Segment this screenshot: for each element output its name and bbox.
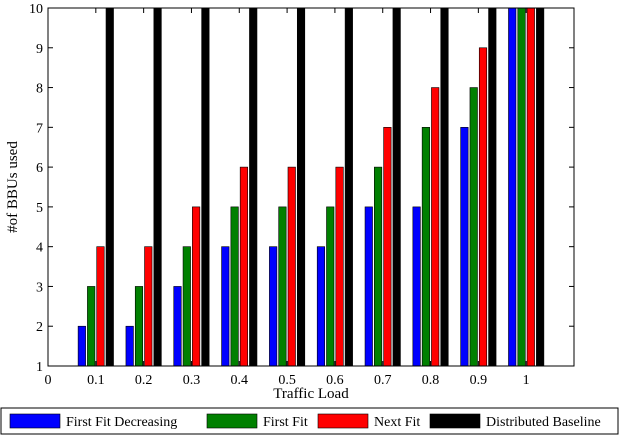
legend-swatch-first-fit	[206, 413, 258, 429]
legend-label-distributed-baseline: Distributed Baseline	[486, 415, 601, 430]
bar-next-fit-0.6	[335, 166, 344, 367]
y-tick-label: 4	[36, 241, 43, 256]
bar-next-fit-0.3	[192, 206, 201, 367]
bar-next-fit-0.1	[96, 246, 105, 367]
x-tick-label: 0.6	[326, 373, 344, 388]
axes-group: 0 0.1 0.2 0.3 0.4 0.5 0.6 0.7 0.8 0.9 1 1 2 3 4 5 6 7 8 9 10	[29, 2, 574, 388]
bar-first-fit-decreasing-0.1	[77, 325, 86, 367]
x-tick-label: 0.7	[374, 373, 392, 388]
plot-frame	[47, 7, 575, 367]
bar-distributed-baseline-1	[536, 7, 545, 367]
bar-first-fit-0.8	[421, 127, 430, 367]
x-tick-label: 0.9	[470, 373, 488, 388]
bar-next-fit-1	[526, 7, 535, 367]
x-tick-label: 0.3	[183, 373, 201, 388]
bar-next-fit-0.2	[144, 246, 153, 367]
legend-swatch-next-fit	[317, 413, 369, 429]
bar-first-fit-decreasing-0.9	[460, 127, 469, 367]
x-tick-label: 0.4	[231, 373, 249, 388]
y-tick-label: 3	[36, 280, 43, 295]
legend: First Fit Decreasing First Fit Next Fit Dis…	[0, 407, 619, 435]
bar-distributed-baseline-0.6	[344, 7, 353, 367]
y-tick-label: 9	[36, 42, 43, 57]
bar-first-fit-1	[517, 7, 526, 367]
bar-first-fit-0.1	[87, 286, 96, 367]
x-tick-label: 0.1	[87, 373, 105, 388]
bar-distributed-baseline-0.5	[296, 7, 306, 367]
bar-first-fit-0.6	[326, 206, 335, 367]
bar-first-fit-0.3	[182, 246, 191, 367]
bar-distributed-baseline-0.9	[488, 7, 497, 367]
bar-distributed-baseline-0.3	[201, 7, 210, 367]
bar-next-fit-0.8	[431, 87, 440, 367]
bar-first-fit-decreasing-0.2	[125, 325, 134, 367]
x-tick-label: 1	[523, 373, 530, 388]
bar-distributed-baseline-0.1	[105, 7, 114, 367]
bar-first-fit-decreasing-0.6	[316, 246, 326, 367]
x-tick-label: 0.5	[278, 373, 296, 388]
legend-label-next-fit: Next Fit	[374, 415, 420, 430]
bar-first-fit-0.7	[374, 166, 383, 367]
bars-group	[77, 7, 545, 367]
legend-label-first-fit: First Fit	[263, 415, 308, 430]
x-tick-label: 0.8	[422, 373, 440, 388]
bar-first-fit-decreasing-1	[508, 7, 517, 367]
legend-swatch-first-fit-decreasing	[9, 413, 61, 429]
y-tick-label: 2	[36, 320, 43, 335]
y-axis-label: #of BBUs used	[5, 141, 21, 233]
bar-next-fit-0.7	[383, 127, 392, 367]
bar-first-fit-0.2	[134, 286, 144, 367]
y-tick-label: 8	[36, 82, 43, 97]
y-tick-label: 7	[36, 121, 43, 136]
bar-distributed-baseline-0.8	[440, 7, 449, 367]
bar-next-fit-0.5	[287, 166, 296, 367]
y-tick-label: 6	[36, 161, 43, 176]
bar-first-fit-decreasing-0.4	[221, 246, 230, 367]
legend-swatch-distributed-baseline	[429, 413, 481, 429]
bar-distributed-baseline-0.7	[392, 7, 401, 367]
bar-next-fit-0.4	[239, 166, 248, 367]
bar-first-fit-decreasing-0.5	[269, 246, 278, 367]
y-tick-label: 10	[29, 2, 43, 17]
bar-first-fit-decreasing-0.8	[412, 206, 421, 367]
x-tick-label: 0	[45, 373, 52, 388]
bar-distributed-baseline-0.2	[153, 7, 162, 367]
bar-first-fit-0.5	[278, 206, 287, 367]
x-axis-label: Traffic Load	[273, 386, 349, 402]
bar-distributed-baseline-0.4	[249, 7, 258, 367]
bar-first-fit-0.9	[469, 87, 478, 367]
legend-box	[0, 407, 619, 435]
y-tick-label: 5	[36, 201, 43, 216]
bar-next-fit-0.9	[478, 47, 488, 367]
bar-first-fit-0.4	[230, 206, 239, 367]
x-tick-label: 0.2	[135, 373, 153, 388]
bar-first-fit-decreasing-0.3	[173, 286, 182, 367]
bar-first-fit-decreasing-0.7	[364, 206, 373, 367]
y-tick-label: 1	[36, 360, 43, 375]
legend-label-first-fit-decreasing: First Fit Decreasing	[66, 415, 177, 430]
